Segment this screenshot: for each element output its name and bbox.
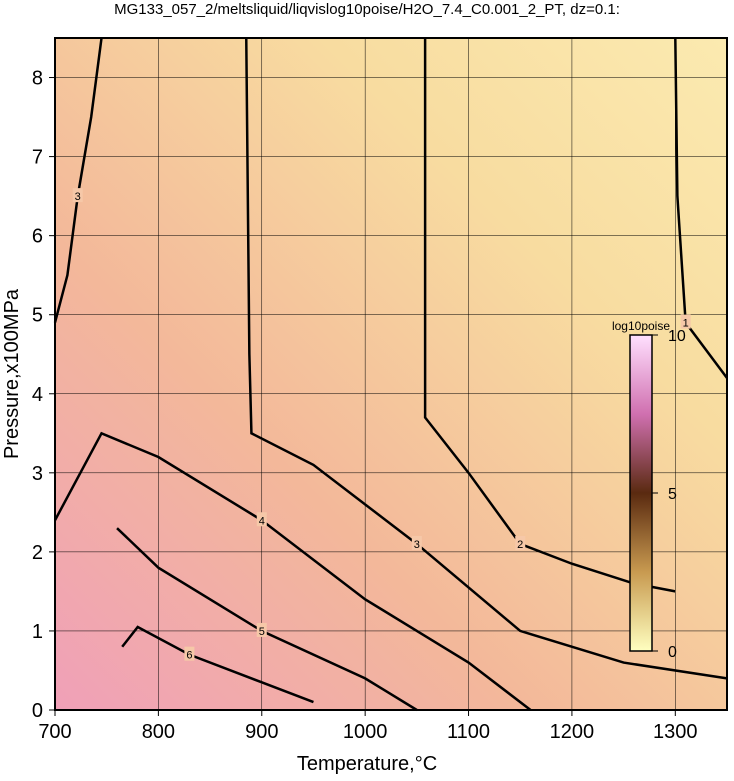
y-tick-label: 1: [32, 621, 43, 643]
contour-label: 5: [259, 626, 265, 638]
grid: [54, 38, 727, 711]
chart-title: MG133_057_2/meltsliquid/liqvislog10poise…: [114, 1, 620, 18]
plot-background: [55, 38, 727, 710]
contour-line: [674, 37, 729, 379]
x-tick-label: 1200: [550, 721, 595, 743]
contour-label-bg: [256, 512, 267, 527]
plot-frame: [54, 37, 728, 711]
x-tick-label: 700: [38, 721, 71, 743]
y-tick-label: 4: [32, 384, 43, 406]
contour-line: [245, 37, 728, 680]
y-axis-label: Pressure,x100MPa: [1, 288, 23, 459]
contour-label: 2: [517, 539, 523, 551]
contour-label: 1: [683, 318, 689, 330]
y-tick-label: 5: [32, 305, 43, 327]
y-tick-label: 0: [32, 700, 43, 722]
contour-label: 4: [259, 515, 265, 527]
x-tick-label: 1300: [653, 721, 698, 743]
colorbar-tick-label: 0: [668, 644, 677, 661]
y-tick-label: 2: [32, 542, 43, 564]
x-tick-label: 900: [245, 721, 278, 743]
contour-label-bg: [411, 535, 422, 550]
colorbar-ticks: 0 5 10: [652, 328, 686, 661]
x-tick-label: 1100: [447, 721, 490, 743]
contour-label-bg: [256, 622, 267, 637]
y-tick-label: 7: [32, 147, 43, 169]
y-tick-label: 8: [32, 68, 43, 90]
colorbar-label: log10poise: [612, 319, 670, 333]
colorbar-tick-label: 10: [668, 328, 686, 345]
colorbar-tick-label: 5: [668, 486, 677, 503]
x-tick-label: 800: [142, 721, 175, 743]
x-tick-label: 1000: [343, 721, 388, 743]
contour-label-bg: [72, 188, 83, 203]
contour-label-bg: [184, 646, 195, 661]
y-tick-label: 6: [32, 226, 43, 248]
contour-label: 3: [75, 191, 81, 203]
contours: 1 2 3 3 4 5 6: [53, 37, 729, 712]
contour-label-bg: [515, 535, 526, 550]
y-tick-label: 3: [32, 463, 43, 485]
contour-label: 6: [186, 650, 192, 662]
colorbar: [629, 334, 653, 652]
contour-label: 3: [414, 539, 420, 551]
x-axis-label: Temperature,°C: [297, 753, 437, 775]
contour-label-bg: [680, 314, 691, 329]
